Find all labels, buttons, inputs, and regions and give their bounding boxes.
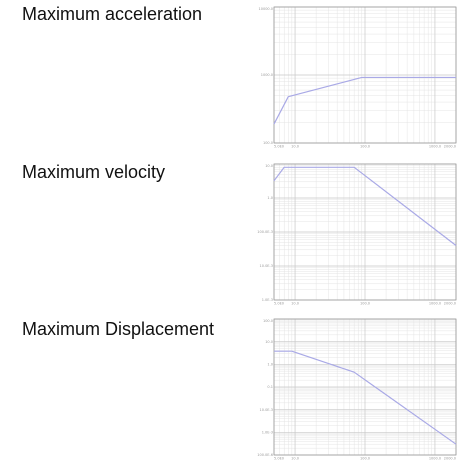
y-tick-label: 100.0 [263, 319, 273, 323]
velocity-chart: 5.0E0 10.0 100.0 1000.0 2000.0 10.0 1.0 100.0E-… [257, 163, 457, 306]
x-tick-label: 5.0E0 [274, 457, 284, 461]
heading-acceleration: Maximum acceleration [22, 4, 203, 24]
x-tick-label: 10.0 [291, 302, 299, 306]
series-line [273, 76, 456, 125]
y-tick-label: 10.0 [265, 340, 273, 344]
x-tick-label: 100.0 [360, 145, 370, 149]
x-tick-label: 100.0 [360, 302, 370, 306]
displacement-chart-box: 5.0E0 10.0 100.0 1000.0 2000.0 100.0 10.0 1.0 0.… [257, 315, 461, 461]
velocity-chart-box: 5.0E0 10.0 100.0 1000.0 2000.0 10.0 1.0 100.0E-… [257, 160, 461, 306]
plot-frame [273, 6, 457, 144]
y-tick-label: 10.0E-3 [260, 408, 274, 412]
y-tick-label: 10.0E-3 [260, 264, 274, 268]
series-line [274, 350, 457, 445]
x-tick-label: 2000.0 [444, 145, 456, 149]
x-tick-label: 10.0 [291, 145, 299, 149]
y-tick-label: 1.0 [267, 196, 273, 200]
y-tick-label: 100.0E-6 [257, 453, 273, 457]
heading-velocity: Maximum velocity [22, 162, 166, 182]
x-tick-label: 1000.0 [429, 457, 441, 461]
displacement-chart: 5.0E0 10.0 100.0 1000.0 2000.0 100.0 10.0 1.0 0.… [257, 318, 457, 461]
y-tick-label: 100.0E-3 [257, 230, 273, 234]
y-tick-label: 1000.0 [261, 73, 273, 77]
plot-frame [273, 318, 457, 456]
y-tick-label: 0.1 [267, 385, 273, 389]
x-tick-label: 1000.0 [429, 302, 441, 306]
acceleration-chart-box: 5.0E0 10.0 100.0 1000.0 2000.0 10000.0 1000.0 1… [259, 3, 461, 149]
x-tick-label: 5.0E0 [274, 145, 284, 149]
series-line [273, 166, 457, 247]
heading-displacement: Maximum Displacement [22, 319, 215, 339]
x-tick-label: 100.0 [360, 457, 370, 461]
y-tick-label: 1.0E-3 [262, 431, 273, 435]
x-tick-label: 2000.0 [444, 302, 456, 306]
x-tick-label: 10.0 [291, 457, 299, 461]
y-tick-label: 1.0E-3 [262, 298, 273, 302]
y-tick-label: 1.0 [267, 363, 273, 367]
x-tick-label: 5.0E0 [274, 302, 284, 306]
plot-frame [273, 163, 457, 301]
y-tick-label: 10000.0 [259, 7, 273, 11]
y-tick-label: 10.0 [265, 164, 273, 168]
x-tick-label: 1000.0 [429, 145, 441, 149]
acceleration-chart: 5.0E0 10.0 100.0 1000.0 2000.010000.01000.01… [259, 6, 457, 149]
y-tick-label: 100.0 [263, 141, 273, 145]
x-tick-label: 2000.0 [444, 457, 456, 461]
